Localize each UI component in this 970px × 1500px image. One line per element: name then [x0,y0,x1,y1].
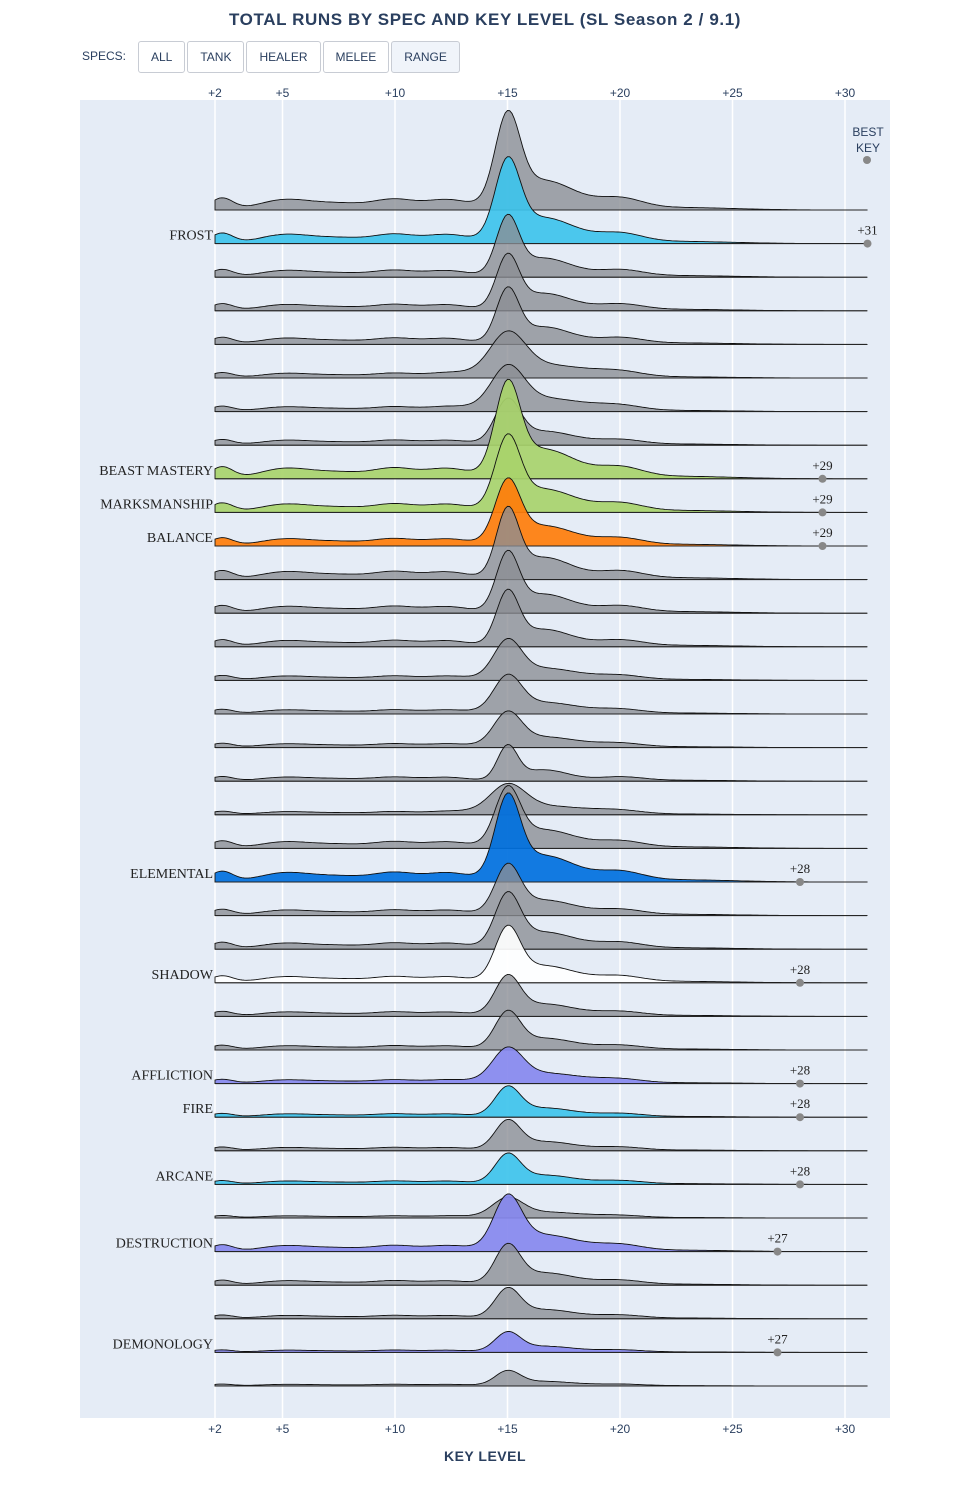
ridge-1 [214,156,868,245]
best-key-label: +28 [790,1163,810,1178]
best-key-marker [796,878,804,886]
best-key-label: +27 [767,1231,788,1246]
spec-label: SHADOW [152,968,214,983]
best-key-marker [796,1180,804,1189]
best-key-marker [773,1247,782,1256]
specs-filter-group: ALL TANK HEALER MELEE RANGE [138,41,460,73]
filter-button-tank[interactable]: TANK [187,41,245,73]
best-key-header-line1: BEST [852,125,884,139]
ridge-9 [214,433,868,513]
best-key-label: +28 [790,1096,810,1111]
spec-label: BEAST MASTERY [99,464,213,479]
x-tick-label-top: +25 [722,86,743,100]
x-tick-label-bottom: +20 [610,1422,631,1436]
best-key-header-marker [863,156,871,164]
best-key-label: +31 [857,223,877,238]
x-tick-label-top: +30 [835,86,856,100]
filter-button-melee[interactable]: MELEE [322,41,390,73]
x-tick-label-bottom: +15 [497,1422,518,1436]
x-tick-label-bottom: +25 [722,1422,743,1436]
best-key-marker [796,1113,804,1122]
best-key-label: +27 [767,1331,788,1346]
filter-button-all[interactable]: ALL [138,41,186,73]
x-axis-top: +2 +5 +10 +15 +20 +25 +30 [208,86,855,100]
ridge-8 [214,378,868,480]
plot-background [80,100,890,1418]
ridge-20 [214,792,868,883]
x-tick-label-bottom: +2 [208,1422,222,1436]
ridges [214,110,868,1387]
best-key-header-line2: KEY [856,141,880,155]
x-tick-label-bottom: +5 [276,1422,290,1436]
spec-label: MARKSMANSHIP [100,497,213,512]
spec-label: AFFLICTION [131,1069,213,1084]
best-key-marker [818,508,827,517]
spec-labels: FROST BEAST MASTERY MARKSMANSHIP BALANCE ELE… [99,229,213,1353]
spec-label: ARCANE [155,1169,213,1184]
best-key-label: +29 [812,491,832,506]
filter-button-range[interactable]: RANGE [391,41,460,73]
best-key-marker [818,542,827,550]
x-tick-label-top: +15 [497,86,518,100]
x-tick-label-top: +2 [208,86,222,100]
spec-label: ELEMENTAL [130,867,213,882]
ridge-0 [214,110,868,211]
best-key-marker [818,474,827,483]
x-tick-label-top: +5 [276,86,290,100]
spec-label: DESTRUCTION [116,1237,213,1252]
best-key-label: +28 [790,861,810,876]
x-axis-title: KEY LEVEL [444,1448,526,1464]
filter-button-healer[interactable]: HEALER [246,41,321,73]
spec-label: FIRE [183,1102,213,1117]
ridge-11 [214,505,868,581]
best-key-marker [796,1079,804,1088]
spec-label: FROST [169,229,213,244]
x-axis-bottom: +2 +5 +10 +15 +20 +25 +30 [208,1422,855,1436]
best-key-annotations: +31 +29 +29 +29 +28 +28 +28 +28 +28 +27 +27 [767,223,878,1357]
x-tick-label-bottom: +30 [835,1422,856,1436]
x-tick-label-top: +10 [385,86,406,100]
best-key-label: +29 [812,525,832,540]
spec-label: DEMONOLOGY [113,1337,213,1352]
spec-label: BALANCE [147,531,213,546]
best-key-label: +29 [812,458,832,473]
best-key-label: +28 [790,962,810,977]
chart-title: TOTAL RUNS BY SPEC AND KEY LEVEL (SL Sea… [228,10,742,29]
x-tick-label-bottom: +10 [385,1422,406,1436]
best-key-label: +28 [790,1063,810,1078]
specs-filter-label: SPECS: [82,49,127,63]
best-key-marker [796,978,804,987]
best-key-marker [773,1348,782,1357]
x-tick-label-top: +20 [610,86,631,100]
best-key-marker [863,239,872,248]
